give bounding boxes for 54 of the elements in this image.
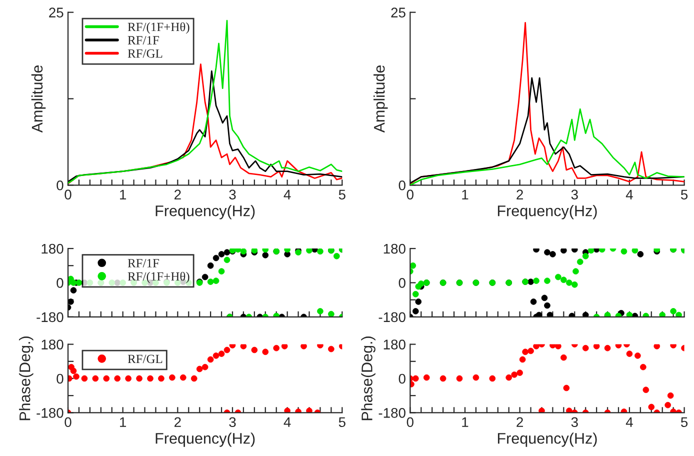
y-tick-label: 0 <box>56 180 64 190</box>
y-tick-label: -180 <box>378 312 406 322</box>
y-tick-label: 180 <box>384 244 406 254</box>
y-tick-label: 0 <box>398 180 406 190</box>
legend-label: RF/(1F+Hθ) <box>128 22 190 34</box>
x-axis-title: Frequency(Hz) <box>156 432 255 447</box>
legend-label: RF/GL <box>128 354 162 364</box>
x-tick-label: 4 <box>284 417 291 427</box>
x-tick-label: 2 <box>516 190 523 200</box>
y-tick-label: -180 <box>378 408 406 418</box>
x-tick-label: 2 <box>174 190 181 200</box>
y-tick-label: 0 <box>398 374 406 384</box>
x-tick-label: 4 <box>284 190 291 200</box>
x-axis-title: Frequency(Hz) <box>498 432 597 447</box>
x-tick-label: 0 <box>406 417 414 428</box>
x-axis-title: Frequency(Hz) <box>156 205 255 220</box>
x-tick-label: 0 <box>64 190 72 200</box>
x-tick-label: 3 <box>229 417 236 428</box>
x-axis-title: Frequency(Hz) <box>498 205 597 220</box>
x-tick-label: 3 <box>571 190 578 200</box>
y-axis-title: Amplitude <box>374 65 388 133</box>
x-tick-label: 0 <box>64 417 72 428</box>
y-tick-label: 25 <box>49 8 64 18</box>
x-tick-label: 2 <box>516 417 523 427</box>
y-tick-label: 0 <box>56 374 64 384</box>
y-tick-label: 180 <box>42 244 64 254</box>
x-tick-label: 0 <box>406 190 414 200</box>
y-tick-label: -180 <box>36 312 64 322</box>
legend-label: RF/1F <box>128 259 159 268</box>
legend-label: RF/GL <box>128 49 162 58</box>
x-tick-label: 5 <box>680 417 688 428</box>
y-axis-title: Phase(Deg.) <box>361 336 376 420</box>
y-tick-label: 25 <box>391 8 406 18</box>
x-tick-label: 1 <box>462 190 468 200</box>
y-tick-label: 0 <box>398 278 406 288</box>
y-axis-title: Phase(Deg.) <box>19 336 34 420</box>
y-tick-label: 0 <box>56 278 64 288</box>
y-axis-title: Amplitude <box>31 65 46 133</box>
legend-label: RF/1F <box>128 36 159 44</box>
x-tick-label: 5 <box>338 417 346 428</box>
y-tick-label: 180 <box>42 340 64 350</box>
x-tick-label: 5 <box>680 190 688 200</box>
y-tick-label: -180 <box>36 408 64 418</box>
x-tick-label: 2 <box>174 417 181 427</box>
x-tick-label: 1 <box>462 417 468 427</box>
x-tick-label: 1 <box>120 417 126 427</box>
legend-label: RF/(1F+Hθ) <box>128 272 190 284</box>
x-tick-label: 4 <box>626 417 633 427</box>
x-tick-label: 5 <box>338 190 346 200</box>
x-tick-label: 3 <box>229 190 236 200</box>
x-tick-label: 4 <box>626 190 633 200</box>
x-tick-label: 1 <box>120 190 126 200</box>
x-tick-label: 3 <box>571 417 578 428</box>
y-tick-label: 180 <box>384 340 406 350</box>
